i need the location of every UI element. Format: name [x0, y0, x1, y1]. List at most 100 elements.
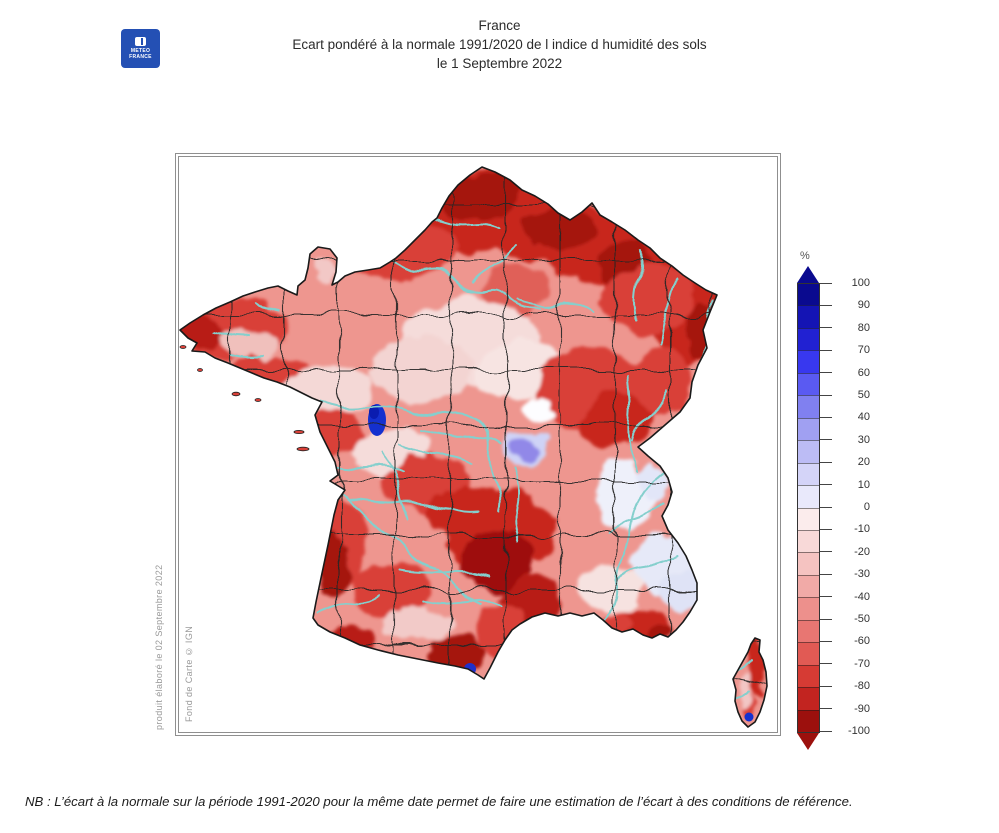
legend-band [798, 417, 819, 441]
legend-tick-label: -20 [854, 545, 870, 558]
title-country: France [478, 18, 521, 33]
legend-band [798, 350, 819, 373]
legend-band [798, 462, 819, 486]
legend-tick: -10 [820, 523, 870, 535]
logo-text-line2: FRANCE [129, 54, 152, 60]
meteo-france-logo: METEO FRANCE [121, 29, 160, 68]
legend-band [798, 327, 819, 351]
legend-tick-label: -10 [854, 523, 870, 536]
legend-tick-label: 30 [857, 433, 870, 446]
legend-tick-label: 10 [857, 478, 870, 491]
legend: % 100 90 80 70 60 50 40 30 20 10 0 -10 -20 -30 -40 -50-… [797, 250, 877, 765]
legend-tick-line [820, 416, 832, 418]
legend-tick: 40 [820, 411, 870, 423]
legend-arrow-down [797, 733, 819, 750]
legend-tick: 20 [820, 456, 870, 468]
map-frame [175, 153, 781, 736]
legend-band [798, 440, 819, 463]
legend-tick-label: -70 [854, 657, 870, 670]
legend-band [798, 597, 819, 620]
title-date: le 1 Septembre 2022 [436, 56, 563, 71]
legend-tick-line [820, 528, 832, 530]
footnote: NB : L’écart à la normale sur la période… [25, 794, 853, 809]
legend-band [798, 642, 819, 665]
legend-tick-line [820, 708, 832, 710]
legend-tick: -100 [820, 725, 870, 737]
legend-tick-label: 60 [857, 366, 870, 379]
legend-tick-line [820, 461, 832, 463]
legend-bar [797, 283, 820, 733]
legend-tick-line [820, 685, 832, 687]
france-outline [179, 166, 768, 728]
legend-tick-line [820, 394, 832, 396]
legend-tick-line [820, 372, 832, 374]
france-soil-moisture-map [179, 166, 768, 728]
legend-ticks: 100 90 80 70 60 50 40 30 20 10 0 -10 -20 -30 -40 -50 -60… [820, 277, 876, 737]
legend-tick: 10 [820, 479, 870, 491]
legend-tick-line [820, 327, 832, 329]
legend-tick-label: -30 [854, 568, 870, 581]
legend-band [798, 664, 819, 688]
legend-arrow-up [797, 266, 819, 283]
legend-tick-line [820, 439, 832, 441]
legend-tick: 100 [820, 277, 870, 289]
legend-tick-label: 20 [857, 456, 870, 469]
legend-tick: -40 [820, 591, 870, 603]
legend-band [798, 687, 819, 710]
legend-tick-line [820, 349, 832, 351]
legend-unit-label: % [800, 250, 810, 262]
legend-band [798, 372, 819, 396]
legend-tick-line [820, 596, 832, 598]
legend-tick-line [820, 304, 832, 306]
legend-tick-line [820, 663, 832, 665]
legend-tick-label: 100 [851, 277, 870, 289]
meteo-france-logo-icon [135, 37, 146, 46]
title-main: Ecart pondéré à la normale 1991/2020 de … [292, 37, 707, 52]
legend-tick-label: -60 [854, 635, 870, 648]
legend-tick-label: -80 [854, 680, 870, 693]
legend-tick-label: 90 [857, 299, 870, 312]
title-block: France Ecart pondéré à la normale 1991/2… [0, 16, 999, 73]
caption-basemap-credit: Fond de Carte © IGN [184, 625, 194, 722]
legend-tick-label: -90 [854, 702, 870, 715]
legend-tick: -80 [820, 680, 870, 692]
legend-tick: 70 [820, 344, 870, 356]
legend-tick-line [820, 618, 832, 620]
legend-band [798, 485, 819, 508]
legend-band [798, 709, 819, 733]
legend-tick-label: 70 [857, 344, 870, 357]
map-frame-inner-border [178, 156, 778, 733]
legend-tick: 0 [820, 501, 870, 513]
legend-tick-label: 0 [863, 501, 870, 513]
legend-tick: -30 [820, 568, 870, 580]
legend-tick-label: 80 [857, 321, 870, 334]
logo-text-line1: METEO [130, 48, 151, 54]
legend-tick-line [820, 573, 832, 575]
legend-tick: -90 [820, 703, 870, 715]
legend-tick-label: -50 [854, 613, 870, 625]
legend-band [798, 574, 819, 598]
legend-tick: -70 [820, 658, 870, 670]
legend-tick-line [820, 506, 832, 508]
legend-tick: 80 [820, 322, 870, 334]
legend-tick-line [820, 282, 832, 284]
legend-tick-line [820, 484, 832, 486]
caption-produced-date: produit élaboré le 02 Septembre 2022 [154, 564, 164, 730]
legend-tick-line [820, 640, 832, 642]
legend-band [798, 395, 819, 418]
legend-tick-label: 50 [857, 389, 870, 401]
legend-tick: 50 [820, 389, 870, 401]
legend-tick-label: -100 [847, 725, 870, 737]
coastal-islands [179, 345, 310, 452]
legend-band [798, 305, 819, 328]
legend-tick-label: -40 [854, 590, 870, 603]
legend-tick: -60 [820, 635, 870, 647]
legend-tick-label: 40 [857, 411, 870, 424]
legend-band [798, 552, 819, 575]
legend-tick: 90 [820, 299, 870, 311]
legend-band [798, 529, 819, 553]
legend-tick: -20 [820, 546, 870, 558]
legend-tick: -50 [820, 613, 870, 625]
legend-tick-line [820, 730, 832, 732]
